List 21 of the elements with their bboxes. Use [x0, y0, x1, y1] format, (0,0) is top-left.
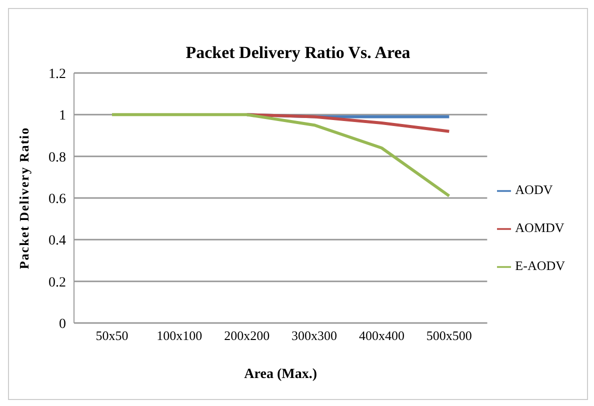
x-tick-label: 100x100 — [156, 328, 202, 344]
legend-label: E-AODV — [515, 258, 565, 273]
y-tick-label: 0.8 — [48, 150, 66, 166]
x-axis-title: Area (Max.) — [244, 367, 318, 382]
y-tick-label: 0 — [59, 316, 66, 332]
line-series — [245, 113, 451, 133]
x-tick-label: 200x200 — [224, 328, 270, 344]
x-tick-label: 50x50 — [96, 328, 128, 344]
y-tick-label: 1.2 — [48, 66, 66, 82]
y-axis-title: Packet Delivery Ratio — [16, 126, 32, 270]
y-tick-label: 0.4 — [48, 234, 66, 249]
legend-label: AOMDV — [515, 220, 564, 235]
x-tick-label: 400x400 — [358, 328, 404, 344]
y-tick-label: 0.2 — [48, 275, 66, 290]
y-tick-label: 1 — [59, 108, 66, 124]
x-tick-label: 500x500 — [426, 328, 472, 344]
chart-title: Packet Delivery Ratio Vs. Area — [184, 43, 412, 63]
x-tick-label: 300x300 — [292, 328, 338, 344]
line-series — [110, 113, 451, 198]
legend-label: AODV — [515, 182, 553, 197]
y-tick-label: 0.6 — [48, 192, 66, 207]
